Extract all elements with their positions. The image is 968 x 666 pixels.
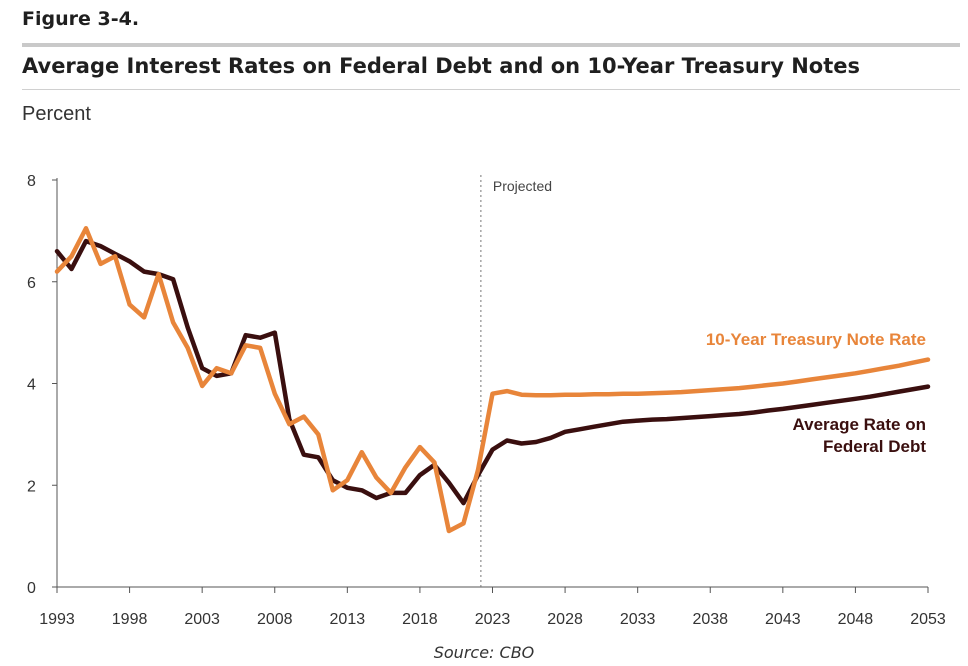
x-tick-label: 2023 [475,611,511,628]
series-label-federal-debt: Average Rate on [792,415,926,434]
y-tick-label: 2 [27,478,36,495]
chart-title: Average Interest Rates on Federal Debt a… [22,54,861,78]
x-tick-label: 2033 [620,611,656,628]
title-rule [22,89,960,90]
x-tick-label: 1993 [39,611,75,628]
figure-label: Figure 3-4. [22,8,140,30]
x-tick-label: 2053 [910,611,946,628]
y-tick-label: 0 [27,580,36,597]
series-label-federal-debt: Federal Debt [823,437,926,456]
projection-label: Projected [493,178,552,194]
x-tick-label: 1998 [112,611,148,628]
x-tick-label: 2018 [402,611,438,628]
y-tick-label: 6 [27,275,36,292]
x-tick-label: 2008 [257,611,293,628]
y-tick-label: 8 [27,173,36,190]
x-tick-label: 2003 [184,611,220,628]
series-line-treasury-note [54,226,931,534]
x-tick-label: 2028 [547,611,583,628]
x-tick-label: 2048 [838,611,874,628]
source-note: Source: CBO [433,643,535,662]
x-tick-label: 2038 [692,611,728,628]
series-line-federal-debt [54,238,931,506]
x-tick-label: 2043 [765,611,801,628]
y-axis-label: Percent [22,103,91,125]
series-label-treasury-note: 10-Year Treasury Note Rate [706,330,926,349]
y-tick-label: 4 [27,377,36,394]
header-rule [22,43,960,47]
x-tick-label: 2013 [330,611,366,628]
